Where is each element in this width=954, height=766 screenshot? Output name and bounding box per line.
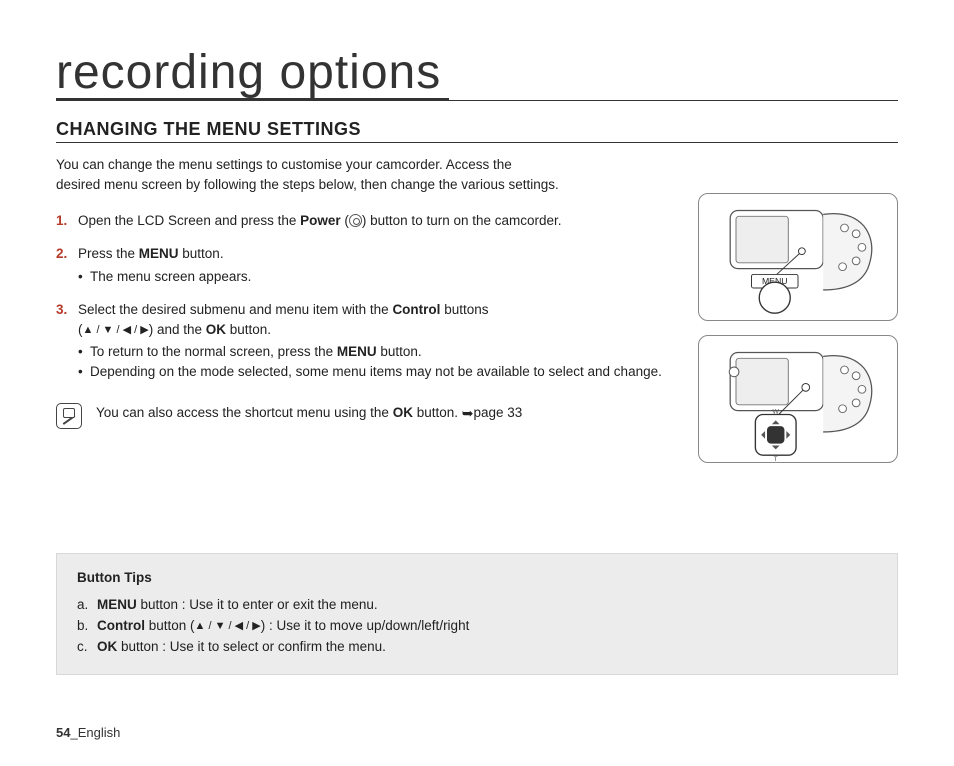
step-3-bold2: OK: [206, 322, 226, 337]
note-bold: OK: [393, 405, 413, 420]
button-tips-box: Button Tips a. MENU button : Use it to e…: [56, 553, 898, 675]
step-number: 1.: [56, 211, 67, 231]
page-footer: 54_English: [56, 725, 120, 740]
tips-title: Button Tips: [77, 568, 877, 589]
intro-line-1: You can change the menu settings to cust…: [56, 157, 512, 172]
tip-b-post: ) : Use it to move up/down/left/right: [261, 618, 470, 633]
step-number: 2.: [56, 244, 67, 264]
tip-letter: b.: [77, 616, 88, 637]
tips-list: a. MENU button : Use it to enter or exit…: [77, 595, 877, 658]
step-3-pre: Select the desired submenu and menu item…: [78, 302, 392, 317]
zoom-tele-label: T: [774, 456, 778, 461]
tip-a-post: button : Use it to enter or exit the men…: [137, 597, 378, 612]
step-1: 1. Open the LCD Screen and press the Pow…: [56, 211, 678, 231]
step-2-post: button.: [179, 246, 224, 261]
tip-a-bold: MENU: [97, 597, 137, 612]
tip-letter: c.: [77, 637, 88, 658]
camcorder-control-illustration: W T: [700, 337, 896, 461]
step-number: 3.: [56, 300, 67, 320]
step-2-bold: MENU: [139, 246, 179, 261]
step-2-sublist: The menu screen appears.: [78, 267, 678, 287]
note-text: You can also access the shortcut menu us…: [96, 403, 522, 423]
tip-b: b. Control button (▲ / ▼ / ◀ / ▶) : Use …: [77, 616, 877, 637]
figure-control: W T: [698, 335, 898, 463]
figure-menu: MENU: [698, 193, 898, 321]
dpad-icons: ▲ / ▼ / ◀ / ▶: [195, 620, 261, 632]
footer-lang: English: [78, 725, 121, 740]
chapter-title: recording options: [56, 48, 898, 101]
footer-sep: _: [70, 725, 77, 740]
step-1-mid: (: [341, 213, 349, 228]
step-2-sub-1: The menu screen appears.: [78, 267, 678, 287]
zoom-wide-label: W: [773, 409, 780, 416]
step-3-sublist: To return to the normal screen, press th…: [78, 342, 678, 381]
step-2: 2. Press the MENU button. The menu scree…: [56, 244, 678, 286]
step-3-line2-mid: ) and the: [149, 322, 206, 337]
step-1-bold: Power: [300, 213, 341, 228]
page-number: 54: [56, 725, 70, 740]
note-ref: page 33: [473, 405, 522, 420]
step-3-mid1: buttons: [440, 302, 488, 317]
step-3-sub-1: To return to the normal screen, press th…: [78, 342, 678, 362]
step-3-line2-post: button.: [226, 322, 271, 337]
note-mid: button.: [413, 405, 462, 420]
note-row: You can also access the shortcut menu us…: [56, 403, 678, 429]
note-icon: [56, 403, 82, 429]
content-row: You can change the menu settings to cust…: [56, 155, 898, 463]
step-3-bold1: Control: [392, 302, 440, 317]
power-icon: [349, 214, 362, 227]
step-1-pre: Open the LCD Screen and press the: [78, 213, 300, 228]
chapter-title-text: recording options: [56, 48, 449, 100]
intro-paragraph: You can change the menu settings to cust…: [56, 155, 678, 194]
text-column: You can change the menu settings to cust…: [56, 155, 678, 429]
arrow-icon: ➥: [462, 405, 474, 421]
step-2-pre: Press the: [78, 246, 139, 261]
note-pre: You can also access the shortcut menu us…: [96, 405, 393, 420]
step-3-sub1-bold: MENU: [337, 344, 377, 359]
step-3-sub1-pre: To return to the normal screen, press th…: [90, 344, 337, 359]
step-1-post: ) button to turn on the camcorder.: [362, 213, 562, 228]
tip-letter: a.: [77, 595, 88, 616]
steps-list: 1. Open the LCD Screen and press the Pow…: [56, 211, 678, 382]
dpad-icons: ▲ / ▼ / ◀ / ▶: [83, 324, 149, 336]
tip-c: c. OK button : Use it to select or confi…: [77, 637, 877, 658]
figure-column: MENU: [698, 193, 898, 463]
intro-line-2: desired menu screen by following the ste…: [56, 177, 559, 192]
tip-a: a. MENU button : Use it to enter or exit…: [77, 595, 877, 616]
section-title: CHANGING THE MENU SETTINGS: [56, 119, 898, 143]
step-3: 3. Select the desired submenu and menu i…: [56, 300, 678, 381]
tip-b-mid: button (: [145, 618, 195, 633]
tip-b-bold: Control: [97, 618, 145, 633]
tip-c-post: button : Use it to select or confirm the…: [117, 639, 386, 654]
tip-c-bold: OK: [97, 639, 117, 654]
step-3-sub-2: Depending on the mode selected, some men…: [78, 362, 678, 382]
camcorder-menu-illustration: MENU: [700, 195, 896, 319]
step-3-sub1-post: button.: [377, 344, 422, 359]
